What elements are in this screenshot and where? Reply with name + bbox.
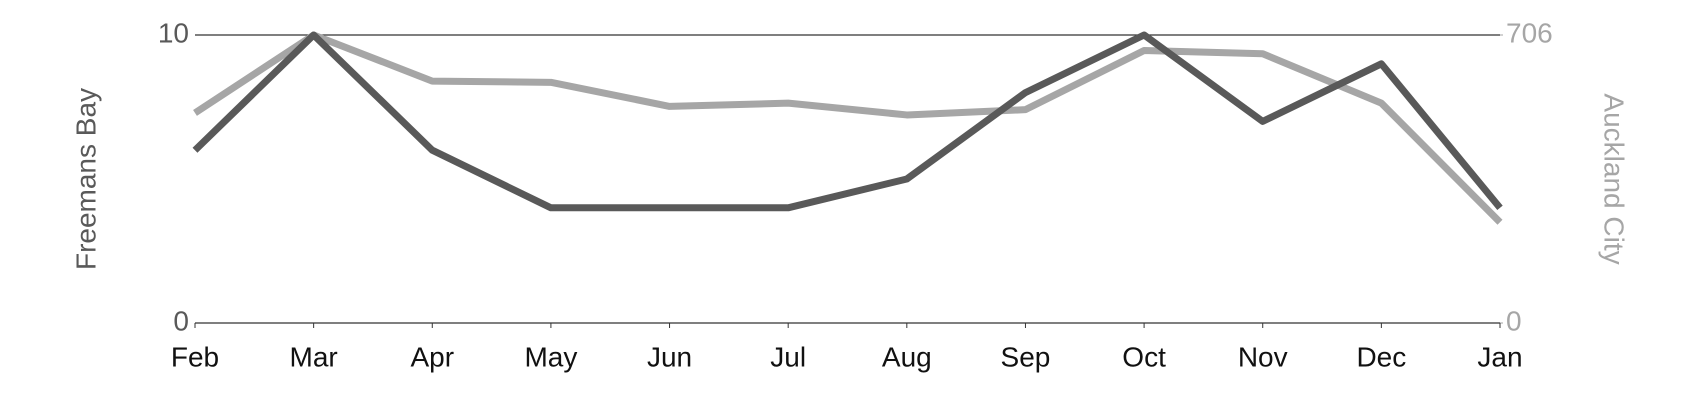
y-tick-label: 10 — [158, 17, 189, 48]
y2-axis-label: Auckland City — [1599, 93, 1630, 264]
x-tick-label: Dec — [1356, 341, 1406, 372]
x-tick-label: Nov — [1238, 341, 1288, 372]
y2-tick-label: 706 — [1506, 17, 1553, 48]
x-tick-label: Mar — [290, 341, 338, 372]
series-line — [192, 31, 1503, 212]
series-line — [193, 31, 1503, 225]
x-tick-label: May — [524, 341, 577, 372]
x-tick-label: Oct — [1122, 341, 1166, 372]
y2-tick-label: 0 — [1506, 305, 1522, 336]
x-tick-label: Jul — [770, 341, 806, 372]
x-tick-label: Feb — [171, 341, 219, 372]
x-tick-label: Sep — [1001, 341, 1051, 372]
x-tick-label: Jun — [647, 341, 692, 372]
y-tick-label: 0 — [173, 305, 189, 336]
x-tick-label: Apr — [410, 341, 454, 372]
x-tick-label: Jan — [1477, 341, 1522, 372]
y-axis-label: Freemans Bay — [70, 88, 101, 270]
x-tick-label: Aug — [882, 341, 932, 372]
